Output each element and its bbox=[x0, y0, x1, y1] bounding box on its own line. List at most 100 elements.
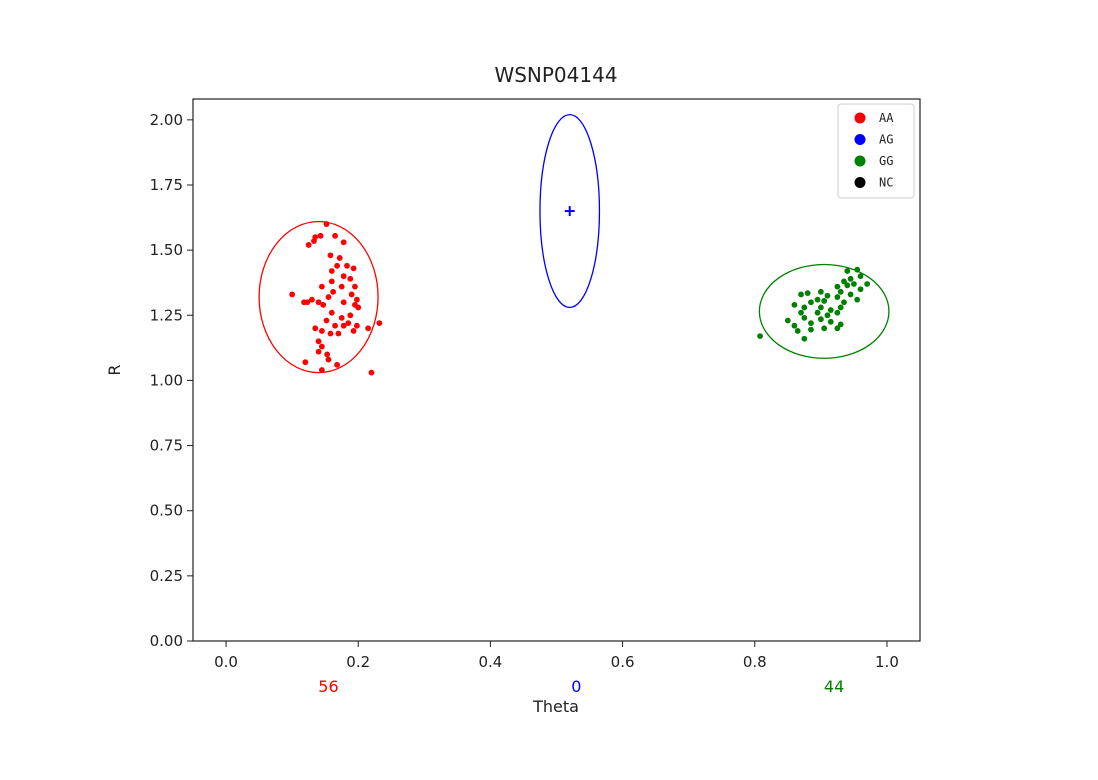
legend: AA AG GG NC bbox=[837, 103, 915, 199]
point-aa-52 bbox=[302, 359, 309, 366]
legend-label: AG bbox=[879, 133, 893, 147]
count-label: 44 bbox=[824, 677, 844, 696]
y-tick-label: 0.50 bbox=[150, 502, 183, 520]
data-points bbox=[289, 221, 871, 376]
point-gg-26 bbox=[837, 304, 844, 311]
cluster-counts: 56 0 44 bbox=[318, 677, 844, 696]
point-gg-11 bbox=[837, 288, 844, 295]
y-tick-label: 1.25 bbox=[150, 306, 183, 324]
point-gg-1 bbox=[854, 266, 861, 273]
point-gg-31 bbox=[784, 317, 791, 324]
cluster-ellipses bbox=[258, 113, 890, 374]
point-gg-32 bbox=[801, 314, 808, 321]
point-gg-15 bbox=[834, 294, 841, 300]
y-tick-label: 1.00 bbox=[150, 371, 183, 389]
point-gg-21 bbox=[791, 301, 798, 308]
point-gg-30 bbox=[834, 309, 841, 316]
point-aa-5 bbox=[332, 232, 338, 239]
point-aa-25 bbox=[304, 299, 311, 306]
point-aa-45 bbox=[335, 330, 342, 337]
point-aa-36 bbox=[332, 322, 338, 329]
point-aa-16 bbox=[338, 283, 345, 290]
point-aa-8 bbox=[336, 255, 343, 261]
point-aa-53 bbox=[318, 367, 325, 373]
point-aa-32 bbox=[328, 309, 335, 316]
y-axis-label: R bbox=[105, 364, 124, 375]
point-aa-35 bbox=[323, 317, 330, 324]
centroid-markers bbox=[564, 206, 575, 217]
point-aa-29 bbox=[340, 299, 347, 306]
point-gg-25 bbox=[827, 307, 834, 313]
x-tick-label: 0.0 bbox=[214, 653, 238, 671]
legend-marker bbox=[854, 112, 866, 124]
point-gg-36 bbox=[837, 321, 844, 328]
point-aa-41 bbox=[376, 320, 383, 326]
point-aa-23 bbox=[289, 291, 296, 298]
point-gg-4 bbox=[851, 281, 857, 287]
point-aa-33 bbox=[338, 314, 345, 321]
point-aa-51 bbox=[325, 356, 332, 363]
x-tick-label: 0.4 bbox=[478, 653, 502, 671]
y-tick-label: 0.00 bbox=[150, 632, 183, 650]
point-gg-20 bbox=[841, 299, 847, 306]
point-gg-14 bbox=[824, 292, 831, 299]
y-tick-label: 0.25 bbox=[150, 567, 183, 585]
point-gg-7 bbox=[844, 282, 851, 289]
point-aa-20 bbox=[348, 291, 355, 298]
point-aa-12 bbox=[328, 268, 335, 274]
point-gg-39 bbox=[821, 325, 828, 332]
point-aa-27 bbox=[315, 299, 322, 306]
point-aa-19 bbox=[330, 288, 337, 295]
point-aa-21 bbox=[325, 294, 332, 300]
point-gg-0 bbox=[844, 268, 851, 274]
point-aa-37 bbox=[340, 322, 347, 329]
point-gg-5 bbox=[841, 278, 847, 285]
point-aa-42 bbox=[312, 325, 319, 332]
point-aa-3 bbox=[305, 242, 312, 248]
legend-item-ag: AG bbox=[854, 133, 893, 147]
point-aa-38 bbox=[345, 320, 352, 326]
point-gg-33 bbox=[808, 320, 814, 326]
legend-item-aa: AA bbox=[854, 111, 894, 125]
point-aa-17 bbox=[352, 283, 358, 290]
point-aa-43 bbox=[318, 328, 325, 334]
point-gg-18 bbox=[814, 296, 821, 303]
point-gg-2 bbox=[847, 275, 854, 282]
series-gg bbox=[757, 266, 871, 342]
point-gg-22 bbox=[801, 304, 808, 311]
x-tick-label: 0.8 bbox=[743, 653, 767, 671]
point-gg-3 bbox=[857, 273, 864, 280]
point-gg-27 bbox=[798, 309, 804, 316]
y-axis-ticks: 0.00 0.25 0.50 0.75 1.00 1.25 1.50 1.75 2.00 bbox=[150, 111, 193, 650]
legend-label: NC bbox=[879, 176, 893, 190]
point-gg-40 bbox=[834, 325, 841, 332]
point-aa-55 bbox=[368, 369, 375, 376]
x-tick-label: 1.0 bbox=[875, 653, 899, 671]
point-aa-44 bbox=[327, 330, 334, 337]
point-aa-22 bbox=[354, 296, 360, 303]
point-aa-34 bbox=[347, 312, 354, 319]
point-aa-40 bbox=[365, 325, 372, 332]
point-gg-19 bbox=[821, 298, 828, 304]
point-aa-54 bbox=[334, 361, 340, 368]
point-aa-47 bbox=[315, 338, 322, 345]
point-gg-41 bbox=[794, 328, 801, 334]
point-gg-37 bbox=[791, 322, 798, 329]
legend-item-nc: NC bbox=[854, 176, 893, 190]
legend-label: GG bbox=[879, 154, 893, 168]
point-gg-38 bbox=[808, 326, 814, 333]
point-gg-8 bbox=[864, 281, 871, 287]
point-gg-42 bbox=[801, 335, 808, 342]
legend-marker bbox=[854, 177, 866, 188]
point-aa-9 bbox=[334, 262, 340, 269]
count-label: 0 bbox=[571, 677, 581, 696]
point-aa-28 bbox=[320, 301, 327, 308]
point-aa-15 bbox=[328, 278, 335, 285]
legend-label: AA bbox=[879, 111, 894, 125]
point-aa-46 bbox=[350, 328, 357, 334]
point-aa-26 bbox=[309, 296, 315, 303]
point-aa-7 bbox=[327, 252, 334, 259]
point-aa-39 bbox=[354, 322, 360, 329]
point-aa-31 bbox=[355, 304, 362, 311]
y-tick-label: 0.75 bbox=[150, 437, 183, 455]
